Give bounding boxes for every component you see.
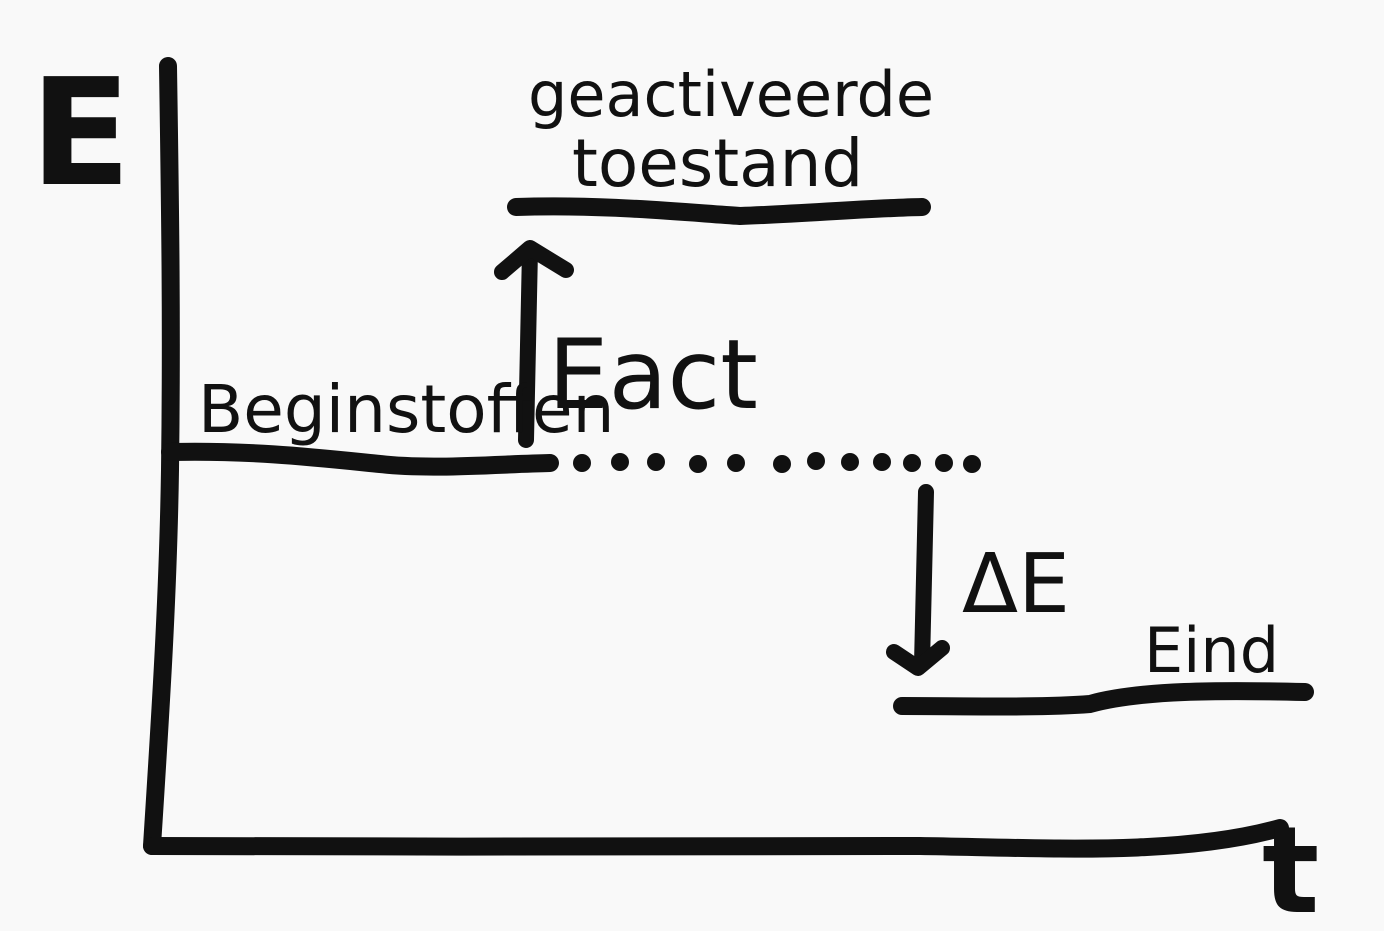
dot (573, 454, 591, 472)
activated-level-label-line2: toestand (572, 125, 863, 202)
dot (689, 455, 707, 473)
start-level-line (161, 442, 559, 476)
dot (963, 455, 981, 473)
activation-energy-label: Eact (548, 319, 758, 431)
dot (935, 454, 953, 472)
dot (611, 453, 629, 471)
delta-e-arrow (886, 484, 950, 676)
dot (903, 454, 921, 472)
dot (807, 452, 825, 470)
reference-dotted-line (573, 452, 981, 473)
activation-arrow (494, 240, 574, 448)
y-axis-label: E (30, 47, 131, 219)
x-axis-label: t (1262, 802, 1319, 926)
delta-e-label: ΔE (962, 537, 1070, 632)
x-axis (143, 819, 1289, 858)
y-axis (143, 57, 180, 855)
dot (727, 454, 745, 472)
start-level-label: Beginstoffen (198, 371, 615, 448)
end-level-label: Eind (1144, 614, 1279, 687)
dot (873, 453, 891, 471)
dot (773, 455, 791, 473)
end-level-line (893, 682, 1314, 716)
dot (841, 453, 859, 471)
activated-level-label-line1: geactiveerde (528, 58, 934, 131)
dot (647, 453, 665, 471)
activated-level-line (507, 197, 931, 225)
